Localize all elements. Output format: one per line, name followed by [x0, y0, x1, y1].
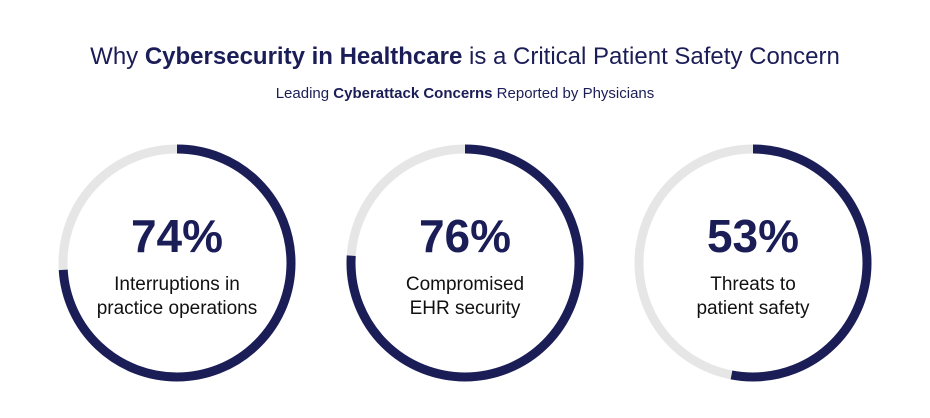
chart-subtitle: Leading Cyberattack Concerns Reported by… — [0, 84, 930, 104]
gauge-label: Threats to patient safety — [633, 273, 873, 321]
subtitle-suffix: Reported by Physicians — [492, 85, 655, 102]
gauge-label-line: Interruptions in — [114, 274, 240, 295]
title-suffix: is a Critical Patient Safety Concern — [462, 43, 840, 70]
gauge-label-line: Threats to — [710, 274, 796, 295]
gauge-ring — [58, 144, 296, 382]
title-prefix: Why — [90, 43, 145, 70]
chart-title: Why Cybersecurity in Healthcare is a Cri… — [0, 42, 930, 72]
gauge-label: Interruptions in practice operations — [57, 273, 297, 321]
gauge-label-line: patient safety — [696, 298, 810, 319]
gauge-arc — [634, 144, 872, 382]
gauge-arc — [58, 144, 296, 382]
gauge-value: 76% — [418, 210, 512, 262]
gauge-ehr-security: 76% Compromised EHR security — [345, 143, 585, 383]
subtitle-emphasis: Cyberattack Concerns — [333, 85, 493, 102]
gauge-ring — [346, 144, 584, 382]
gauge-label: Compromised EHR security — [345, 273, 585, 321]
gauge-label-line: Compromised — [405, 274, 525, 295]
title-emphasis: Cybersecurity in Healthcare — [144, 43, 463, 70]
gauge-ring — [634, 144, 872, 382]
gauge-interruptions: 74% Interruptions in practice operations — [57, 143, 297, 383]
gauge-label-line: EHR security — [409, 298, 521, 319]
gauge-value: 53% — [706, 210, 800, 262]
gauge-value: 74% — [130, 210, 224, 262]
gauge-label-line: practice operations — [96, 298, 258, 319]
subtitle-prefix: Leading — [275, 85, 334, 102]
gauge-arc — [346, 144, 584, 382]
gauge-patient-safety: 53% Threats to patient safety — [633, 143, 873, 383]
